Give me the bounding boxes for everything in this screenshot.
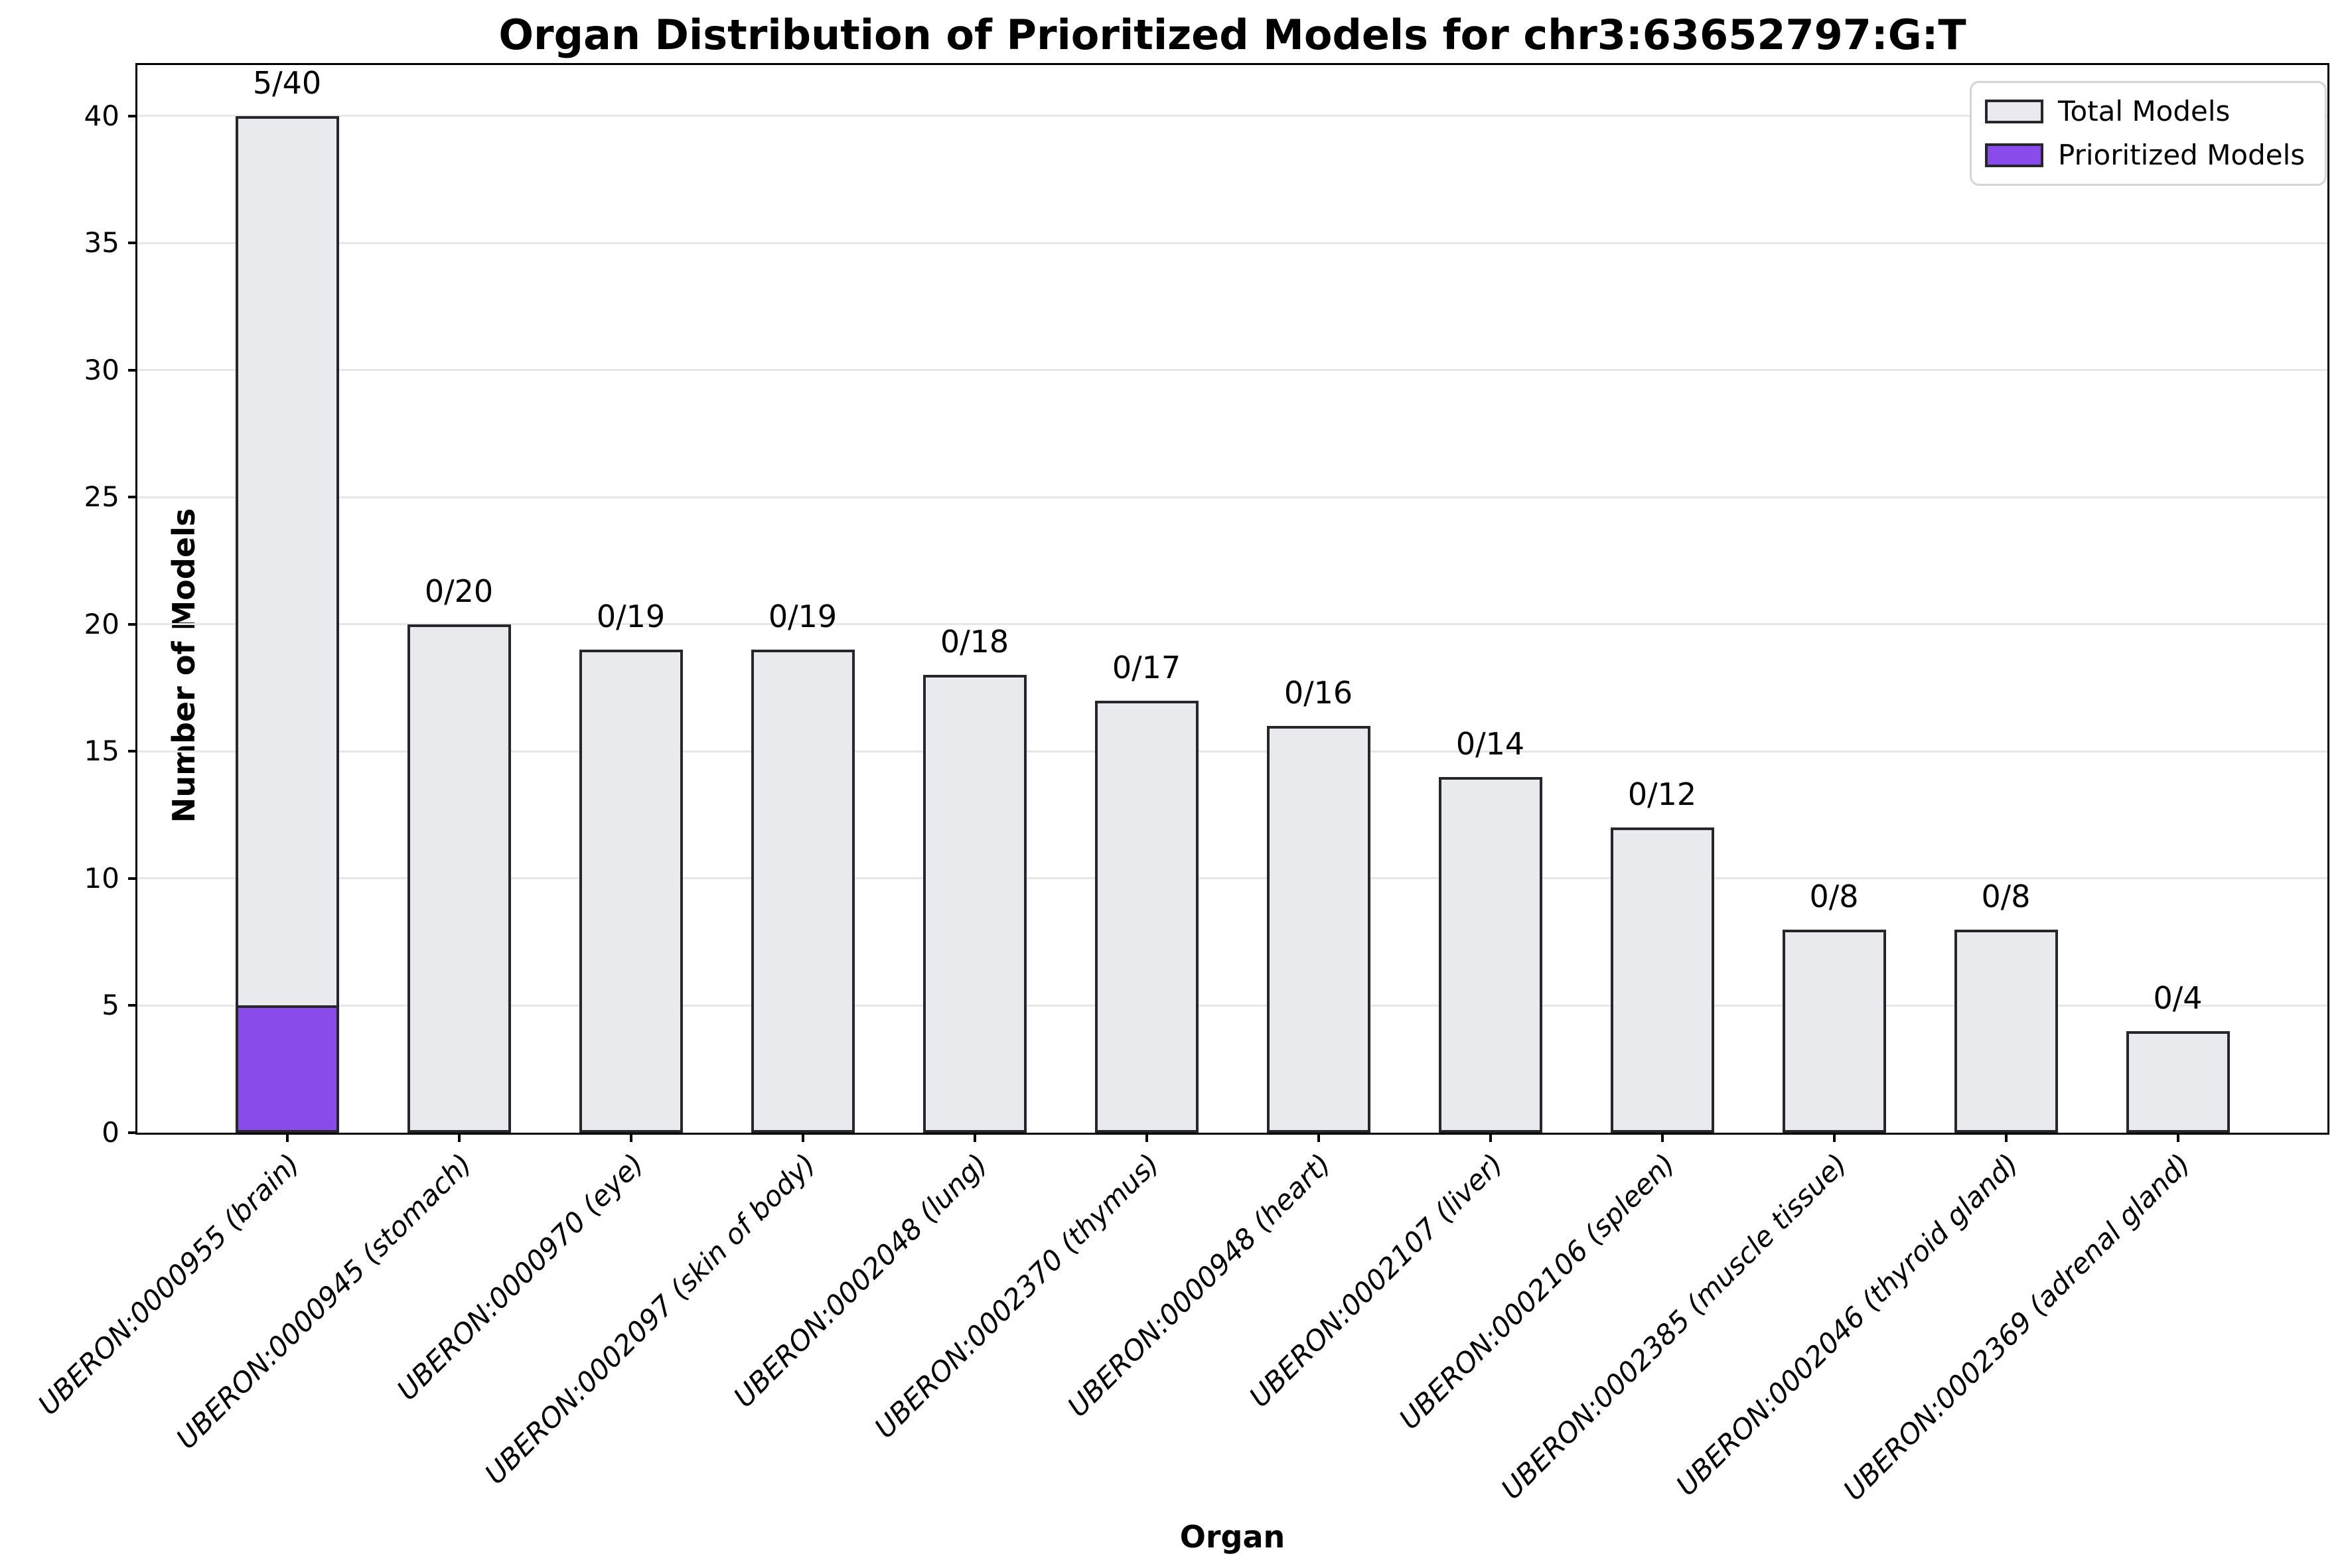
bar-value-label: 0/4 [2153,979,2203,1016]
y-axis-label: Number of Models [166,508,202,823]
x-tick-mark [2176,1133,2179,1142]
y-tick-label: 40 [84,99,119,132]
bar-value-label: 0/14 [1455,725,1525,762]
bar-total-12 [2126,1031,2230,1133]
bar-value-label: 0/17 [1112,649,1181,685]
chart-title: Organ Distribution of Prioritized Models… [498,11,1966,59]
bar-total-4 [751,650,855,1133]
y-tick-mark [128,1004,137,1007]
y-tick-mark [128,496,137,499]
x-tick-label: UBERON:0002046 (thyroid gland) [1670,1147,2025,1502]
bar-value-label: 0/19 [768,599,838,635]
x-tick-mark [1660,1133,1664,1142]
bar-total-3 [579,650,683,1133]
plot-area: Number of Models 5/40 0/20 0/19 0/19 0/18 0/1… [135,63,2329,1135]
bar-total-10 [1782,929,1886,1133]
legend-item-total-models: Total Models [1985,95,2305,128]
x-tick-mark [457,1133,461,1142]
bar-value-label: 0/20 [424,573,494,609]
gridline-y-5 [137,1004,2327,1007]
gridline-y-30 [137,369,2327,372]
x-tick-mark [1145,1133,1148,1142]
bar-total-8 [1438,776,1542,1133]
gridline-y-15 [137,750,2327,752]
x-tick-label: UBERON:0002106 (spleen) [1392,1147,1682,1436]
bar-total-1 [235,115,339,1133]
bar-value-label: 0/19 [596,599,666,635]
bar-total-6 [1094,700,1199,1133]
bar-total-7 [1266,726,1370,1133]
x-tick-mark [1317,1133,1320,1142]
gridline-y-35 [137,242,2327,244]
y-tick-mark [128,877,137,880]
y-tick-label: 5 [102,989,119,1022]
y-tick-label: 25 [84,480,119,514]
y-tick-mark [128,1131,137,1134]
bar-total-2 [407,624,511,1133]
bar-value-label: 0/8 [1981,878,2031,914]
x-tick-label: UBERON:0002370 (thymus) [868,1147,1166,1445]
y-tick-mark [128,622,137,626]
y-tick-label: 35 [84,226,119,259]
legend-item-prioritized-models: Prioritized Models [1985,139,2305,172]
legend: Total Models Prioritized Models [1970,81,2327,186]
x-tick-mark [973,1133,976,1142]
y-tick-mark [128,242,137,245]
y-tick-mark [128,368,137,372]
y-tick-label: 0 [102,1116,119,1149]
gridline-y-10 [137,877,2327,880]
x-tick-label: UBERON:0002097 (skin of body) [478,1147,822,1491]
y-tick-label: 10 [84,861,119,894]
legend-swatch-prioritized-models [1985,143,2043,167]
bar-total-9 [1610,827,1714,1133]
x-tick-mark [1489,1133,1492,1142]
y-tick-mark [128,750,137,753]
legend-label-total-models: Total Models [2058,95,2231,127]
legend-label-prioritized-models: Prioritized Models [2058,139,2306,171]
x-axis-label: Organ [1179,1519,1285,1555]
bar-value-label: 0/16 [1283,675,1353,711]
x-tick-mark [2004,1133,2008,1142]
bar-value-label: 5/40 [252,64,322,101]
x-tick-mark [1832,1133,1836,1142]
bar-prioritized-1 [235,1005,339,1133]
x-tick-mark [285,1133,289,1142]
y-tick-label: 30 [84,353,119,386]
x-tick-label: UBERON:0000945 (stomach) [169,1147,478,1456]
legend-swatch-total-models [1985,100,2043,123]
x-tick-label: UBERON:0002369 (adrenal gland) [1837,1147,2197,1507]
bar-total-11 [1954,929,2058,1133]
gridline-y-25 [137,496,2327,498]
bar-value-label: 0/18 [940,624,1009,660]
y-tick-label: 15 [84,735,119,768]
y-tick-label: 20 [84,607,119,640]
gridline-y-40 [137,115,2327,117]
x-tick-mark [801,1133,804,1142]
x-tick-mark [629,1133,632,1142]
y-tick-mark [128,114,137,117]
bar-value-label: 0/12 [1627,776,1697,813]
bar-value-label: 0/8 [1809,878,1859,914]
bar-total-5 [922,675,1027,1133]
x-tick-label: UBERON:0002385 (muscle tissue) [1495,1147,1854,1506]
gridline-y-20 [137,623,2327,626]
